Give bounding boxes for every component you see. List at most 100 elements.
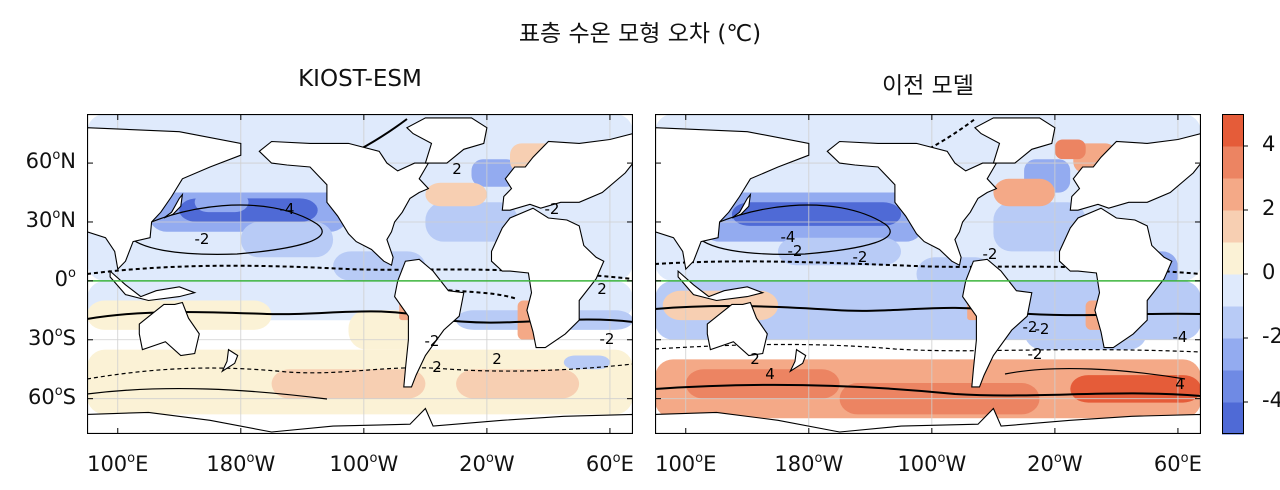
land-maritime-asia: [109, 269, 197, 302]
colorbar-tick-label: 4: [1262, 132, 1276, 156]
colorbar-tick-label: 0: [1262, 260, 1276, 284]
contour-line: [126, 204, 323, 255]
land-asia: [655, 127, 810, 271]
bias-region: [456, 369, 580, 399]
bias-region: [425, 182, 487, 207]
x-tick-label: 100oW: [329, 451, 399, 476]
contour-label: -2: [1035, 320, 1050, 338]
colorbar-tick-label: -2: [1262, 324, 1280, 348]
contour-line: [87, 387, 328, 400]
contour-label: -4: [280, 200, 295, 218]
bias-region: [993, 202, 1086, 252]
contour-label: -2: [600, 330, 615, 348]
contour-label: -2: [788, 242, 803, 260]
land-asia: [87, 127, 242, 271]
colorbar-bin: [1222, 370, 1244, 403]
map-plot: -4 -2 2 -2 2 -2 2 2 -2: [87, 114, 633, 434]
y-tick-label: 30oS: [27, 324, 76, 350]
contour-label: -2: [1028, 345, 1043, 363]
contour-line: [655, 343, 1201, 353]
bias-region: [563, 355, 610, 370]
land-japan: [163, 192, 184, 219]
colorbar-bin: [1222, 274, 1244, 307]
colorbar-bin: [1222, 402, 1244, 435]
land-japan: [731, 192, 752, 219]
land-antarctica: [655, 407, 1201, 434]
colorbar-bin: [1222, 338, 1244, 371]
contour-label: -2: [425, 332, 440, 350]
land-greenland: [973, 117, 1056, 164]
panel-title-left: KIOST-ESM: [298, 66, 422, 92]
y-tick-label: 60oN: [25, 148, 76, 174]
x-tick-label: 20oW: [459, 451, 515, 476]
contour-line: [406, 283, 518, 300]
land-south-america: [962, 258, 1033, 388]
land-north-america: [826, 140, 998, 267]
bias-region: [901, 290, 971, 330]
x-tick-label: 180oW: [206, 451, 276, 476]
bias-region: [271, 369, 426, 399]
x-tick-label: 180oW: [774, 451, 844, 476]
colorbar-bin: [1222, 242, 1244, 275]
bias-region: [993, 178, 1055, 207]
land-maritime-asia: [677, 269, 765, 302]
x-tick-label: 60oE: [585, 451, 634, 476]
bias-region: [731, 202, 902, 226]
colorbar-frame: [1222, 114, 1244, 434]
contour-label: 4: [765, 365, 775, 383]
bias-region: [240, 222, 334, 258]
colorbar-bin: [1222, 178, 1244, 211]
x-tick-label: 100oE: [655, 451, 717, 476]
land-new-zealand: [788, 348, 807, 373]
bias-region: [1070, 375, 1201, 403]
land-australia: [138, 301, 200, 357]
land-africa: [1058, 207, 1173, 349]
contour-line: [694, 204, 891, 255]
chart-title: 표층 수온 모형 오차 (℃): [518, 21, 762, 47]
colorbar-bin: [1222, 146, 1244, 179]
contour-line: [884, 118, 976, 170]
contour-label: -4: [781, 228, 796, 246]
colorbar: [1222, 114, 1248, 435]
map-panel-left: -4 -2 2 -2 2 -2 2 2 -2: [87, 114, 633, 434]
y-tick-label: 60oS: [27, 383, 76, 409]
colorbar-tick-label: 2: [1262, 196, 1276, 220]
map-frame: [655, 114, 1201, 434]
land-antarctica: [87, 407, 633, 434]
land-greenland: [405, 117, 488, 164]
x-tick-label: 60oE: [1153, 451, 1202, 476]
colorbar-bin: [1222, 210, 1244, 243]
land-new-zealand: [220, 348, 239, 373]
contour-label: -2: [545, 200, 560, 218]
land-north-america: [258, 140, 430, 267]
y-tick-label: 0o: [54, 265, 76, 291]
contour-line: [87, 363, 633, 380]
contour-label: -4: [1173, 328, 1188, 346]
contour-label: 2: [750, 350, 760, 368]
land-europe: [501, 133, 633, 211]
x-tick-label: 20oW: [1027, 451, 1083, 476]
contour-label: 2: [452, 160, 462, 178]
map-panel-right: -4 -2 -2 -2 -2 -2 2 4 -4 -2 4: [655, 114, 1201, 434]
contour-label: -2: [195, 230, 210, 248]
x-tick-label: 100oW: [897, 451, 967, 476]
contour-label: -2: [853, 248, 868, 266]
map-frame: [87, 114, 633, 434]
panel-title-right: 이전 모델: [882, 73, 974, 99]
colorbar-bin: [1222, 306, 1244, 339]
land-europe: [1069, 133, 1201, 211]
contour-label: 2: [492, 350, 502, 368]
contour-label: 2: [597, 280, 607, 298]
contour-label: -2: [1023, 318, 1038, 336]
land-south-america: [394, 258, 465, 388]
contour-label: -2: [983, 245, 998, 263]
land-africa: [490, 207, 605, 349]
colorbar-tick-label: -4: [1262, 388, 1280, 412]
bias-region: [1054, 139, 1086, 160]
y-tick-label: 30oN: [25, 206, 76, 232]
map-plot: -4-2 -2 -2-2-224-4-24: [655, 114, 1201, 434]
colorbar-bin: [1222, 114, 1244, 147]
x-tick-label: 100oE: [87, 451, 149, 476]
contour-line: [1004, 367, 1186, 380]
contour-line: [655, 383, 1201, 397]
